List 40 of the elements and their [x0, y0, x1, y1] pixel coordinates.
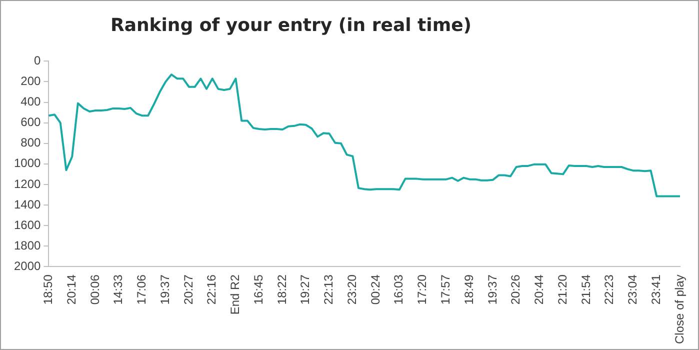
x-tick-label: 16:03 [392, 274, 406, 305]
x-tick-label: 00:24 [368, 274, 382, 305]
x-tick-label: Close of play [672, 274, 686, 344]
x-tick-label: 21:54 [578, 274, 593, 305]
x-tick-label: 14:33 [111, 274, 126, 305]
y-tick-label: 2000 [14, 258, 42, 273]
x-tick-label: 19:37 [485, 274, 500, 305]
x-tick-label: End R2 [228, 274, 242, 315]
y-tick-label: 200 [20, 74, 42, 88]
x-tick-label: 20:26 [508, 274, 523, 305]
x-tick-label: 19:27 [298, 274, 312, 305]
x-tick-label: 00:06 [88, 274, 102, 305]
y-tick-label: 1800 [14, 238, 42, 252]
x-tick-label: 17:20 [415, 274, 430, 305]
chart-title: Ranking of your entry (in real time) [109, 15, 473, 36]
x-tick-label: 22:16 [204, 274, 219, 305]
x-tick-label: 17:06 [134, 274, 149, 305]
x-tick-label: 23:20 [344, 274, 359, 305]
x-tick-label: 20:44 [532, 274, 546, 305]
x-tick-label: 17:57 [438, 274, 452, 305]
x-tick-label: 19:37 [158, 274, 172, 305]
x-tick-label: 16:45 [251, 274, 266, 305]
y-tick-label: 400 [20, 94, 42, 109]
x-tick-label: 23:04 [626, 274, 640, 305]
x-tick-label: 20:27 [181, 274, 196, 305]
y-tick-label: 0 [34, 54, 42, 68]
x-tick-label: 22:23 [602, 274, 616, 305]
x-tick-label: 23:41 [648, 274, 663, 305]
x-tick-label: 21:20 [555, 274, 570, 305]
y-tick-label: 600 [20, 115, 42, 130]
y-tick-label: 1200 [14, 176, 42, 191]
x-tick-label: 20:14 [64, 274, 78, 305]
x-tick-label: 22:13 [322, 274, 336, 305]
y-tick-label: 1000 [14, 156, 42, 170]
x-tick-label: 18:49 [462, 274, 476, 305]
y-tick-label: 800 [20, 136, 42, 150]
x-tick-label: 18:50 [41, 274, 56, 305]
y-tick-label: 1400 [14, 197, 42, 212]
y-tick-label: 1600 [14, 218, 42, 232]
x-tick-label: 18:22 [274, 274, 289, 305]
